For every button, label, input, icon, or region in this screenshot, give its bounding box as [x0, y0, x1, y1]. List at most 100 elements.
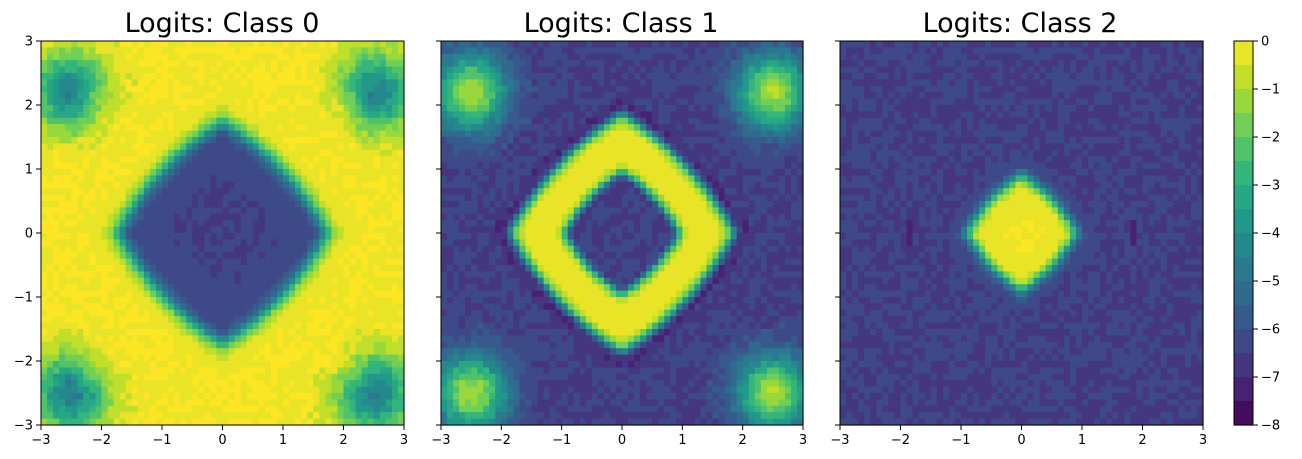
heatmap-cell — [113, 156, 121, 164]
heatmap-cell — [41, 111, 48, 119]
heatmap-cell — [143, 137, 151, 144]
heatmap-cell — [391, 303, 399, 311]
heatmap-cell — [379, 73, 387, 80]
heatmap-cell — [579, 169, 587, 176]
heatmap-cell — [107, 380, 115, 388]
heatmap-cell — [125, 181, 133, 189]
heatmap-cell — [234, 53, 242, 61]
heatmap-cell — [143, 85, 151, 93]
heatmap-cell — [180, 41, 187, 48]
heatmap-cell — [264, 85, 272, 93]
heatmap-cell — [325, 181, 332, 189]
heatmap-cell — [204, 367, 211, 375]
heatmap-cell — [258, 245, 266, 253]
heatmap-cell — [137, 329, 145, 336]
heatmap-cell — [47, 60, 54, 68]
heatmap-cell — [131, 341, 139, 349]
heatmap-cell — [325, 111, 332, 119]
heatmap-cell — [276, 194, 284, 202]
heatmap-cell — [47, 156, 54, 164]
heatmap-cell — [337, 405, 345, 413]
heatmap-cell — [83, 277, 90, 285]
heatmap-cell — [736, 85, 744, 93]
heatmap-cell — [694, 98, 702, 106]
heatmap-cell — [307, 399, 314, 407]
heatmap-cell — [101, 239, 109, 247]
heatmap-cell — [591, 143, 599, 151]
heatmap-cell — [760, 124, 768, 132]
heatmap-cell — [71, 105, 78, 112]
heatmap-cell — [531, 130, 539, 138]
heatmap-cell — [555, 111, 563, 119]
heatmap-cell — [628, 181, 635, 189]
heatmap-cell — [549, 169, 557, 176]
heatmap-cell — [343, 271, 351, 279]
heatmap-cell — [361, 386, 369, 394]
heatmap-cell — [501, 73, 508, 80]
heatmap-cell — [519, 169, 527, 176]
heatmap-cell — [276, 239, 284, 247]
heatmap-cell — [186, 380, 193, 388]
heatmap-cell — [180, 393, 187, 400]
heatmap-cell — [270, 380, 278, 388]
heatmap-cell — [222, 354, 230, 362]
heatmap-cell — [742, 162, 750, 170]
heatmap-cell — [137, 188, 145, 196]
heatmap-cell — [204, 143, 211, 151]
heatmap-cell — [222, 258, 230, 266]
heatmap-cell — [543, 85, 551, 93]
heatmap-cell — [471, 41, 478, 48]
heatmap-cell — [234, 73, 242, 80]
heatmap-cell — [77, 399, 84, 407]
heatmap-cell — [640, 124, 647, 132]
heatmap-cell — [222, 412, 230, 420]
heatmap-cell — [459, 181, 466, 189]
heatmap-cell — [252, 201, 260, 208]
heatmap-cell — [47, 111, 54, 119]
heatmap-cell — [264, 92, 272, 100]
heatmap-cell — [186, 233, 193, 240]
heatmap-cell — [724, 143, 732, 151]
heatmap-cell — [198, 354, 205, 362]
heatmap-cell — [162, 60, 169, 68]
heatmap-cell — [459, 53, 466, 61]
heatmap-cell — [555, 175, 563, 183]
heatmap-cell — [471, 111, 478, 119]
heatmap-cell — [676, 124, 683, 132]
heatmap-cell — [198, 117, 205, 125]
heatmap-cell — [489, 149, 496, 157]
heatmap-cell — [355, 124, 363, 132]
heatmap-cell — [331, 341, 339, 349]
heatmap-cell — [192, 60, 199, 68]
heatmap-cell — [471, 156, 478, 164]
heatmap-cell — [295, 226, 302, 234]
heatmap-cell — [331, 412, 339, 420]
heatmap-cell — [459, 85, 466, 93]
heatmap-cell — [204, 418, 211, 426]
heatmap-cell — [180, 66, 187, 74]
heatmap-cell — [349, 271, 357, 279]
heatmap-cell — [459, 79, 466, 87]
heatmap-cell — [252, 329, 260, 336]
heatmap-cell — [766, 156, 774, 164]
heatmap-cell — [216, 85, 224, 93]
heatmap-cell — [307, 290, 314, 298]
heatmap-cell — [53, 380, 60, 388]
heatmap-cell — [459, 92, 466, 100]
heatmap-cell — [676, 41, 683, 48]
heatmap-cell — [706, 137, 714, 144]
heatmap-cell — [228, 60, 236, 68]
heatmap-cell — [264, 137, 272, 144]
heatmap-cell — [796, 105, 804, 112]
heatmap-cell — [361, 85, 369, 93]
heatmap-cell — [246, 245, 254, 253]
heatmap-cell — [47, 361, 54, 368]
heatmap-cell — [71, 361, 78, 368]
heatmap-cell — [349, 322, 357, 330]
heatmap-cell — [307, 341, 314, 349]
heatmap-cell — [295, 117, 302, 125]
heatmap-cell — [198, 373, 205, 381]
heatmap-cell — [246, 348, 254, 356]
heatmap-cell — [71, 66, 78, 74]
heatmap-cell — [591, 73, 599, 80]
